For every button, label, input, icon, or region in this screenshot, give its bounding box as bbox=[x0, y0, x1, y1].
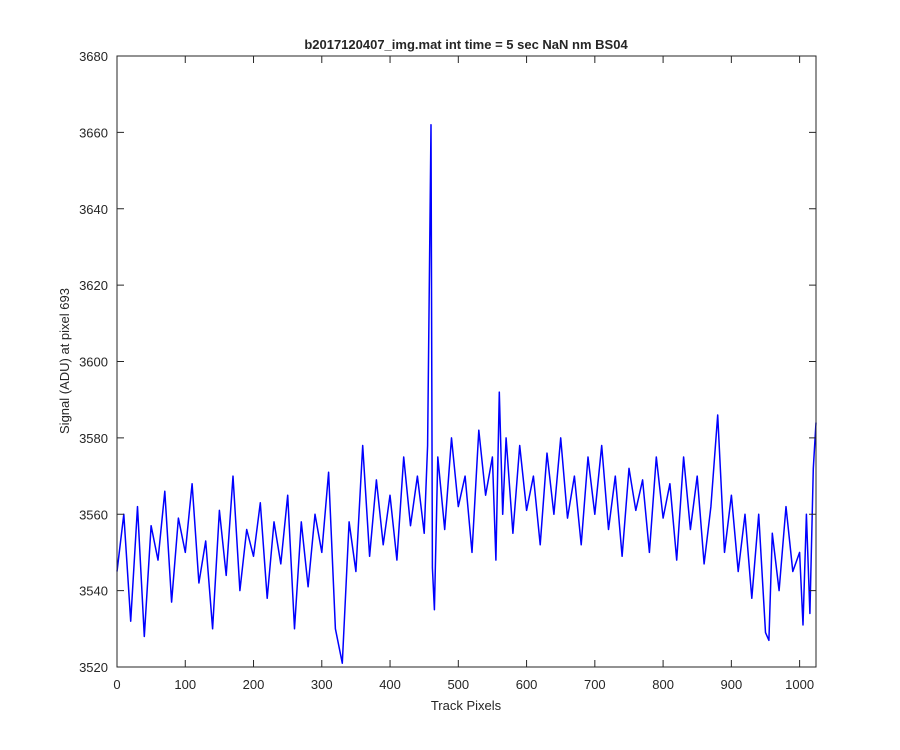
x-tick-label: 800 bbox=[652, 677, 674, 692]
x-tick-label: 900 bbox=[721, 677, 743, 692]
x-tick-label: 100 bbox=[174, 677, 196, 692]
x-tick-label: 500 bbox=[447, 677, 469, 692]
x-tick-label: 1000 bbox=[785, 677, 814, 692]
series-layer bbox=[116, 123, 817, 664]
ticks-layer: 0 100 200 300 400 500 600 700 800 900 1000 3520 3540… bbox=[79, 49, 816, 692]
x-axis-label: Track Pixels bbox=[431, 698, 502, 713]
y-tick-label: 3660 bbox=[79, 125, 108, 140]
y-tick-label: 3600 bbox=[79, 355, 108, 370]
y-tick-label: 3540 bbox=[79, 584, 108, 599]
x-tick-label: 0 bbox=[113, 677, 120, 692]
y-tick-label: 3640 bbox=[79, 202, 108, 217]
chart-title: b2017120407_img.mat int time = 5 sec NaN… bbox=[304, 37, 628, 52]
y-tick-label: 3580 bbox=[79, 431, 108, 446]
y-tick-label: 3560 bbox=[79, 507, 108, 522]
x-tick-label: 400 bbox=[379, 677, 401, 692]
x-tick-label: 200 bbox=[243, 677, 265, 692]
x-tick-label: 300 bbox=[311, 677, 333, 692]
y-tick-label: 3520 bbox=[79, 660, 108, 675]
y-tick-label: 3620 bbox=[79, 278, 108, 293]
y-axis-label: Signal (ADU) at pixel 693 bbox=[57, 288, 72, 434]
x-tick-label: 700 bbox=[584, 677, 606, 692]
series-line-0 bbox=[116, 123, 817, 664]
y-tick-label: 3680 bbox=[79, 49, 108, 64]
x-tick-label: 600 bbox=[516, 677, 538, 692]
plot-area bbox=[117, 56, 816, 667]
